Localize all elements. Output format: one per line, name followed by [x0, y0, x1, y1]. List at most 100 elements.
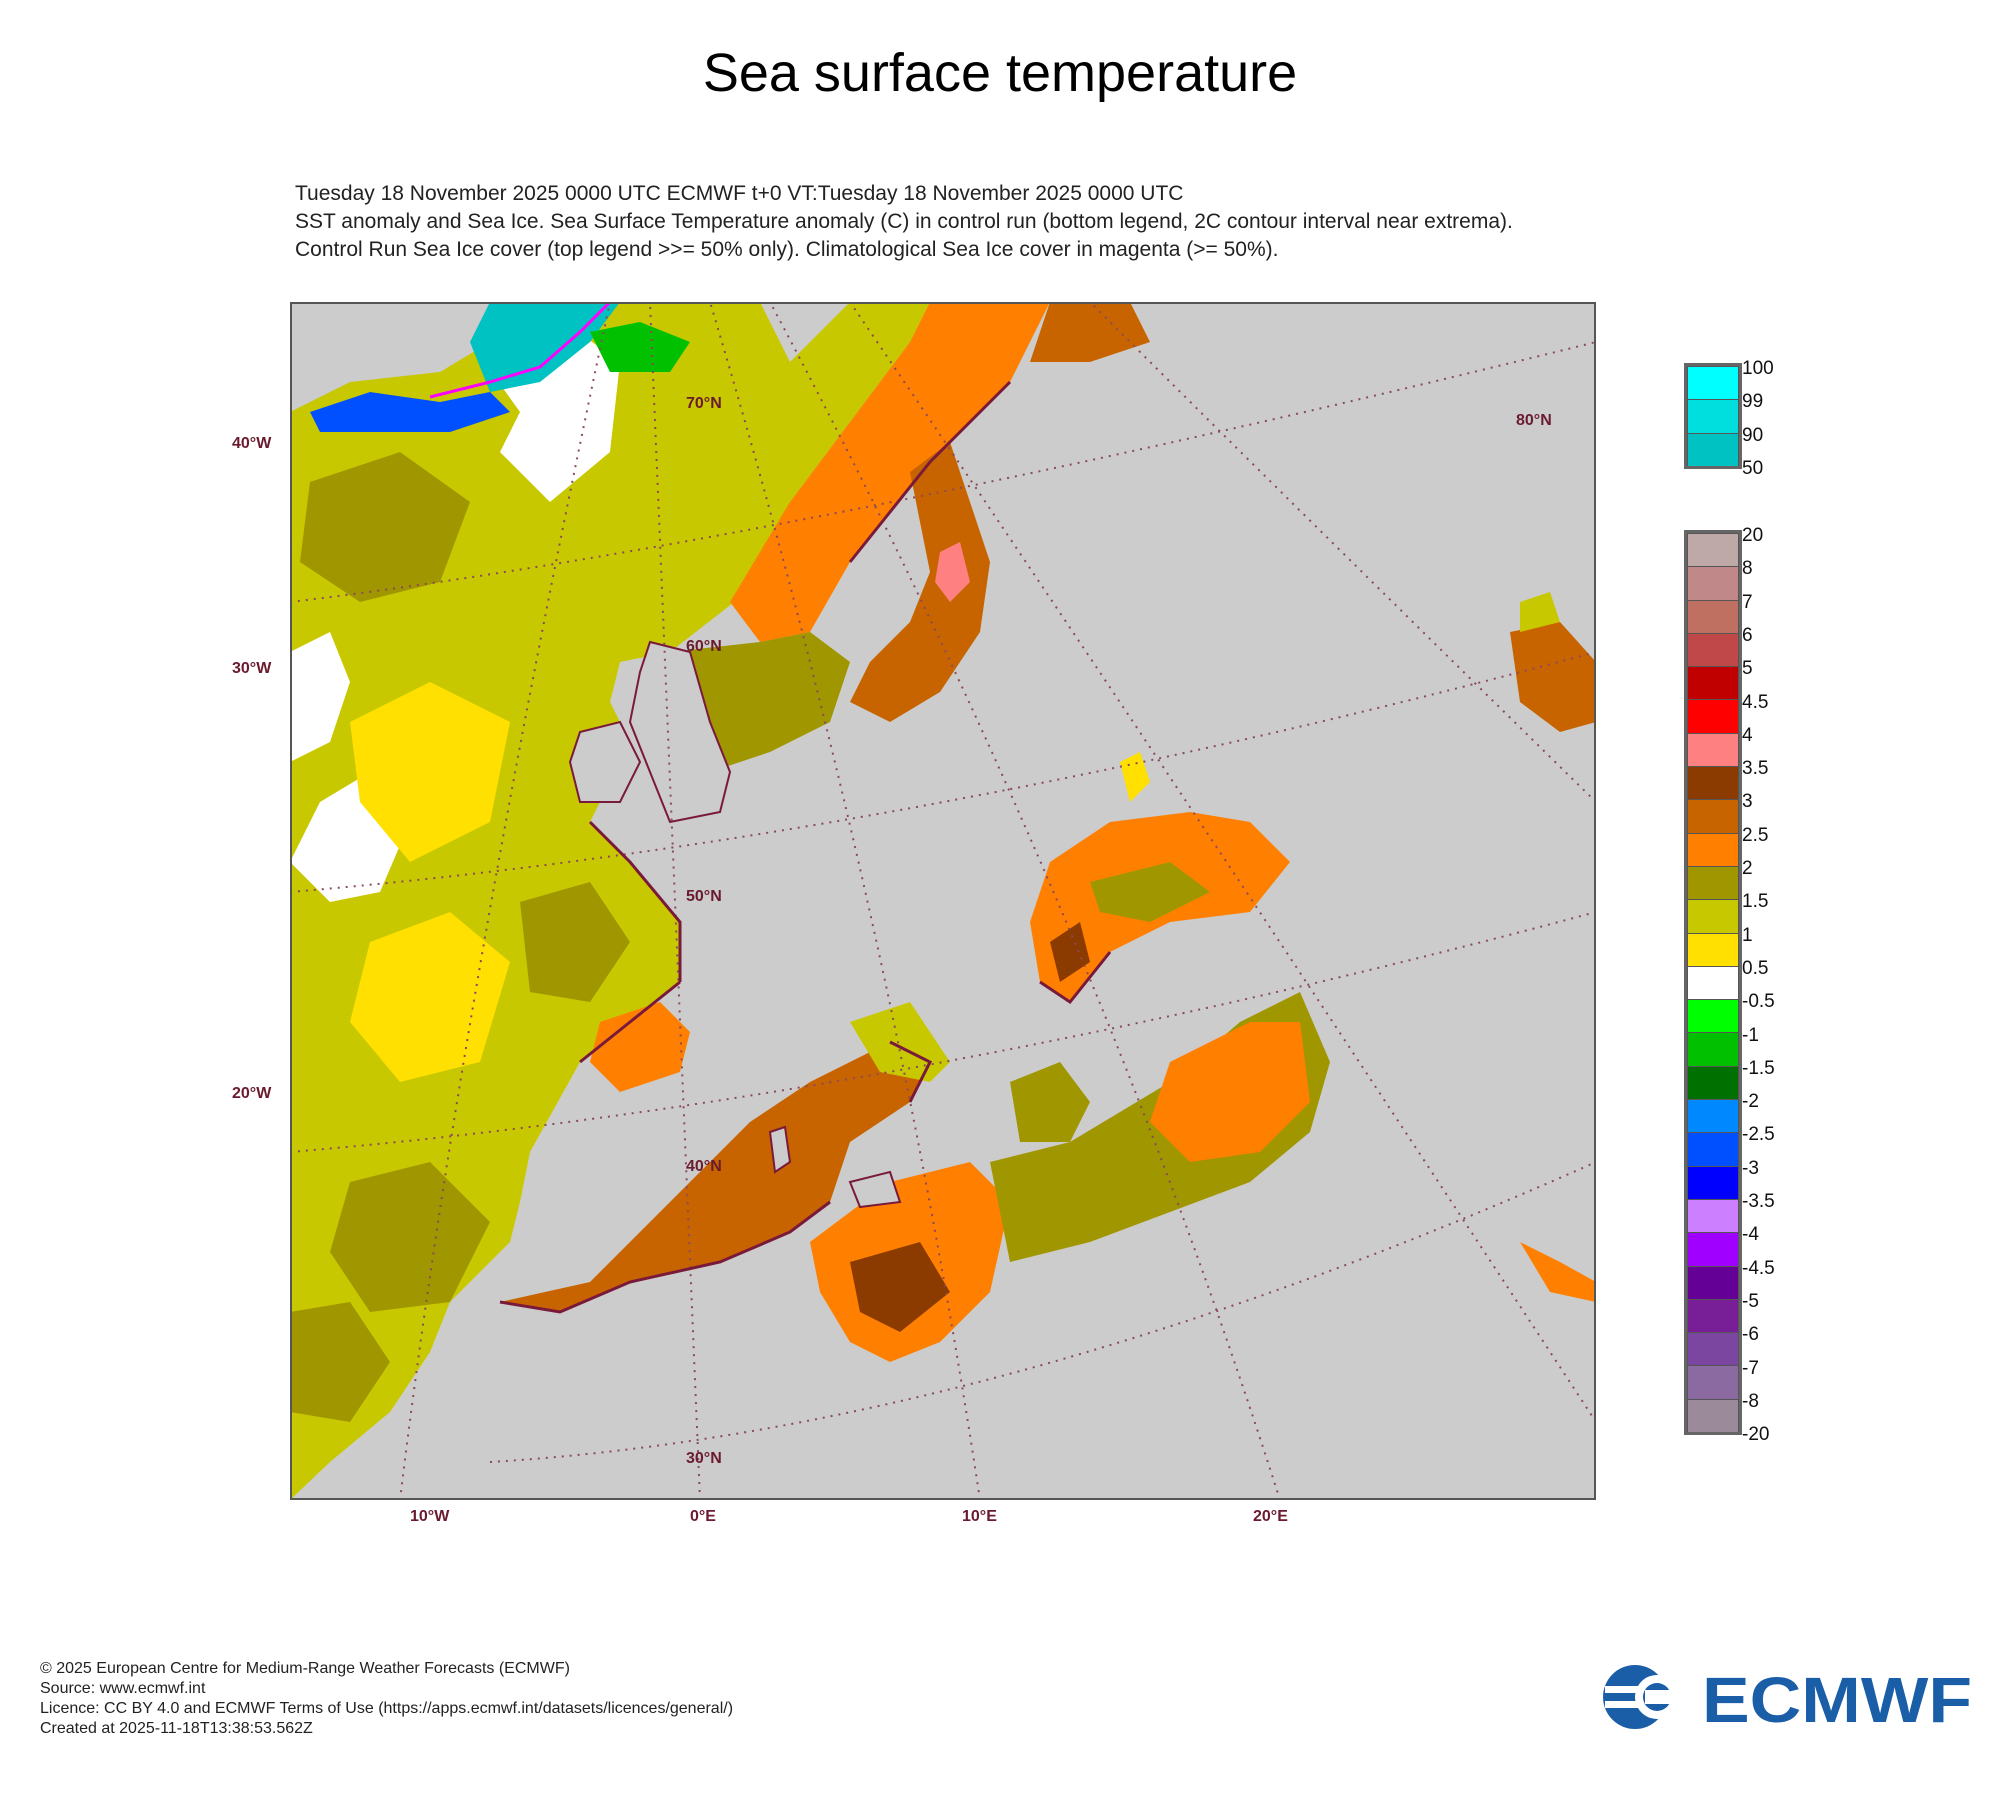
sst-legend-swatch-0 — [1687, 533, 1739, 567]
description-line-3: Control Run Sea Ice cover (top legend >>… — [295, 238, 1279, 261]
norwegian-sea — [730, 302, 1050, 642]
ecmwf-logo-mark — [1603, 1665, 1679, 1729]
corsica — [768, 1125, 792, 1174]
sst-legend-label-2: 7 — [1742, 591, 1753, 613]
sst-legend-swatch-3 — [1687, 632, 1739, 667]
sst-legend-label-27: -20 — [1742, 1424, 1770, 1446]
footer-copyright: © 2025 European Centre for Medium-Range … — [40, 1660, 570, 1677]
sst-anomaly-map — [290, 302, 1596, 1500]
sst-legend-label-12: 1 — [1742, 924, 1753, 946]
lat-label-50n: 50°N — [686, 888, 722, 905]
sst-legend-label-20: -3.5 — [1742, 1191, 1775, 1212]
sea-ice-legend-swatch-2 — [1687, 432, 1739, 466]
sst-anomaly-legend — [1684, 530, 1742, 1436]
description-line-1: Tuesday 18 November 2025 0000 UTC ECMWF … — [295, 182, 1184, 205]
sst-legend-swatch-15 — [1687, 1032, 1739, 1066]
sst-legend-swatch-17 — [1687, 1099, 1739, 1133]
sst-legend-swatch-25 — [1687, 1365, 1739, 1399]
sea-ice-legend-label-3: 50 — [1742, 457, 1764, 479]
sst-legend-swatch-11 — [1687, 899, 1739, 933]
footer-licence: Licence: CC BY 4.0 and ECMWF Terms of Us… — [40, 1700, 734, 1717]
sst-legend-swatch-10 — [1687, 865, 1739, 900]
sst-legend-swatch-5 — [1687, 699, 1739, 733]
sst-legend-label-8: 3 — [1742, 791, 1753, 813]
sst-legend-label-0: 20 — [1742, 525, 1764, 546]
sst-legend-swatch-9 — [1687, 832, 1739, 866]
lon-label-20w: 20°W — [232, 1085, 272, 1102]
baltic-sea — [850, 442, 990, 722]
atlantic-olive-patch-4 — [290, 1302, 390, 1422]
atlantic-yellow-patch-2 — [350, 912, 510, 1082]
sst-legend-label-14: -0.5 — [1742, 991, 1775, 1013]
ecmwf-logo: ECMWF — [1603, 1664, 1972, 1732]
lon-label-10w: 10°W — [410, 1508, 450, 1525]
sst-legend-label-19: -3 — [1742, 1157, 1759, 1179]
aegean-sea — [1010, 1062, 1090, 1142]
lat-label-80n: 80°N — [1516, 412, 1552, 429]
sst-legend-swatch-18 — [1687, 1132, 1739, 1166]
sst-legend-swatch-19 — [1687, 1165, 1739, 1199]
caspian-sea — [1510, 622, 1596, 732]
lat-label-30n: 30°N — [686, 1450, 722, 1467]
sst-legend-label-24: -6 — [1742, 1324, 1759, 1346]
lat-label-60n: 60°N — [686, 638, 722, 655]
chart-title: Sea surface temperature — [702, 43, 1298, 103]
sst-legend-label-22: -4.5 — [1742, 1257, 1775, 1279]
sst-legend-swatch-16 — [1687, 1065, 1739, 1100]
sst-legend-label-17: -2 — [1742, 1091, 1759, 1113]
sst-legend-label-3: 6 — [1742, 624, 1753, 646]
sst-legend-swatch-14 — [1687, 999, 1739, 1033]
sst-legend-swatch-21 — [1687, 1232, 1739, 1266]
footer: © 2025 European Centre for Medium-Range … — [40, 1659, 733, 1739]
sst-legend-label-7: 3.5 — [1742, 758, 1769, 780]
atlantic-olive-patch-3 — [520, 882, 630, 1002]
lat-label-70n: 70°N — [686, 395, 722, 412]
sea-ice-legend-label-0: 100 — [1742, 358, 1774, 379]
sst-legend-swatch-20 — [1687, 1198, 1739, 1233]
greenland-green-anomaly — [590, 322, 690, 372]
sst-legend-label-11: 1.5 — [1742, 891, 1769, 913]
ireland — [568, 720, 642, 803]
sst-legend-label-5: 4.5 — [1742, 691, 1769, 713]
sst-legend-label-25: -7 — [1742, 1357, 1759, 1379]
atlantic-yellow-patch-1 — [350, 682, 510, 862]
atlantic-olive-patch-1 — [300, 452, 470, 602]
sst-legend-label-13: 0.5 — [1742, 957, 1769, 979]
lon-label-10e: 10°E — [962, 1508, 997, 1525]
sea-ice-legend — [1684, 363, 1742, 469]
baltic-hot-patch — [935, 542, 970, 602]
map-frame — [290, 302, 1596, 1500]
black-sea-olive — [1090, 862, 1210, 922]
ecmwf-logo-text: ECMWF — [1702, 1664, 1972, 1732]
graticule — [290, 302, 1596, 1500]
coastlines — [499, 380, 1112, 1314]
sst-legend-label-23: -5 — [1742, 1290, 1759, 1312]
sicily — [848, 1170, 902, 1209]
red-sea — [1520, 1242, 1596, 1302]
atlantic-white-patch-1 — [290, 632, 350, 762]
sst-legend-label-18: -2.5 — [1742, 1124, 1775, 1146]
footer-source: Source: www.ecmwf.int — [40, 1680, 206, 1697]
sst-legend-swatch-23 — [1687, 1298, 1739, 1333]
lon-label-20e: 20°E — [1253, 1508, 1288, 1525]
mediterranean-east-orange — [1150, 1022, 1310, 1162]
sst-legend-swatch-13 — [1687, 965, 1739, 1000]
climatological-ice-edge — [429, 302, 612, 399]
adriatic-sea — [850, 1002, 950, 1082]
lon-label-30w: 30°W — [232, 660, 272, 677]
sea-ice-legend-swatch-1 — [1687, 399, 1739, 433]
sst-legend-label-9: 2.5 — [1742, 824, 1769, 846]
sst-legend-swatch-4 — [1687, 666, 1739, 700]
sst-legend-label-1: 8 — [1742, 558, 1753, 580]
lat-label-40n: 40°N — [686, 1158, 722, 1175]
sst-legend-label-21: -4 — [1742, 1224, 1759, 1246]
sst-legend-swatch-1 — [1687, 566, 1739, 600]
azov-sea — [1120, 752, 1150, 802]
mediterranean-west — [500, 1042, 930, 1312]
chart-description: Tuesday 18 November 2025 0000 UTC ECMWF … — [295, 180, 1513, 264]
greenland-sea-ice — [470, 302, 620, 392]
sea-ice-legend-swatch-0 — [1687, 366, 1739, 400]
mediterranean-central-dark — [850, 1242, 950, 1332]
black-sea-dark — [1050, 922, 1090, 982]
sst-legend-label-6: 4 — [1742, 724, 1753, 746]
